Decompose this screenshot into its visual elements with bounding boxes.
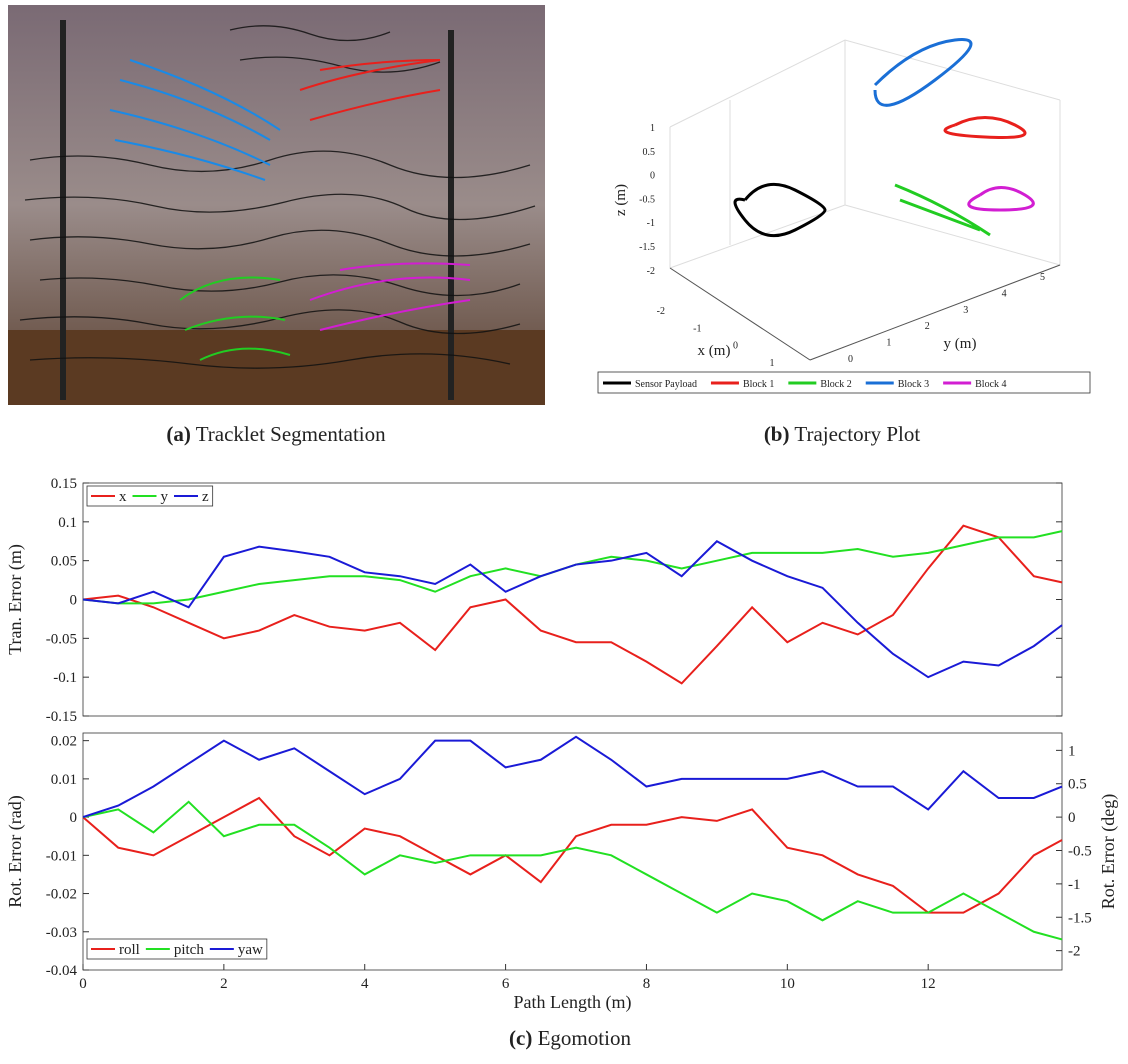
y-tick-label: 0.02 (51, 734, 77, 750)
series-line (82, 530, 1063, 605)
x-axis-label: Path Length (m) (514, 992, 632, 1013)
y-tick-label: 0.01 (51, 772, 77, 788)
legend-label: x (119, 489, 127, 505)
y-tick-label: 2 (925, 321, 930, 332)
y-tick-label: 0 (848, 354, 853, 365)
caption-label: (b) (764, 422, 790, 446)
trajectory-curves (733, 38, 1035, 238)
y-axis-label: Tran. Error (m) (5, 544, 26, 655)
legend: roll pitch yaw (86, 938, 268, 960)
y-tick-label: 5 (1040, 272, 1045, 283)
y2-tick-label: 0 (1068, 810, 1076, 826)
legend-label: Block 4 (975, 379, 1006, 390)
legend-label: roll (119, 942, 140, 958)
y2-tick-label: -0.5 (1068, 843, 1092, 859)
y-tick-label: -0.05 (46, 631, 77, 647)
legend-label: z (202, 489, 209, 505)
x-tick-label: -1 (693, 323, 701, 334)
tracklet-photo (8, 5, 545, 405)
y-tick-label: 0 (70, 810, 78, 826)
legend-label: Sensor Payload (635, 379, 697, 390)
svg-text:(a) Tracklet Segmentation: (a) Tracklet Segmentation (166, 422, 386, 446)
y-axis-label: Rot. Error (rad) (5, 795, 26, 907)
x-tick-label: 2 (220, 976, 228, 992)
axis-label: x (m) (698, 343, 731, 359)
y-tick-label: 0.15 (51, 476, 77, 492)
x-tick-label: 10 (780, 976, 795, 992)
axis-label: z (m) (613, 184, 629, 216)
y-tick-label: -0.04 (46, 963, 78, 979)
y-tick-label: 4 (1002, 288, 1007, 299)
caption-text: Trajectory Plot (794, 422, 920, 446)
legend: x y z (86, 485, 214, 507)
z-tick-label: -1.5 (639, 242, 655, 253)
y-tick-label: -0.03 (46, 925, 77, 941)
series-line (82, 540, 1063, 679)
legend-label: pitch (174, 942, 204, 958)
y2-tick-label: -2 (1068, 944, 1081, 960)
caption: (c) Egomotion (509, 1026, 631, 1050)
y2-tick-label: -1 (1068, 877, 1081, 893)
x-tick-label: 0 (733, 341, 738, 352)
legend-label: Block 3 (898, 379, 929, 390)
y-tick-label: -0.02 (46, 887, 77, 903)
legend-box (86, 938, 268, 960)
y-tick-label: 1 (886, 338, 891, 349)
trajectory-axes (669, 39, 1061, 361)
caption-text: Tracklet Segmentation (196, 422, 386, 446)
legend-label: y (161, 489, 169, 505)
z-tick-label: -1 (647, 218, 655, 229)
caption-label: (c) (509, 1026, 532, 1050)
x-tick-label: 12 (921, 976, 936, 992)
z-tick-label: -0.5 (639, 194, 655, 205)
z-tick-label: -2 (647, 266, 655, 277)
trajectory-legend: Sensor Payload Block 1 Block 2 Block 3 Block… (597, 371, 1091, 394)
y2-tick-label: 0.5 (1068, 777, 1087, 793)
legend-label: Block 1 (743, 379, 774, 390)
x-tick-label: 6 (502, 976, 510, 992)
caption: (b) Trajectory Plot (764, 422, 921, 446)
y2-tick-label: -1.5 (1068, 910, 1092, 926)
y-tick-label: 0.1 (58, 515, 77, 531)
svg-text:(b) Trajectory Plot: (b) Trajectory Plot (764, 422, 921, 446)
y2-tick-label: 1 (1068, 743, 1076, 759)
x-tick-label: 0 (79, 976, 87, 992)
plot-frame (82, 482, 1063, 717)
y-tick-label: -0.1 (53, 670, 77, 686)
series-line (82, 735, 1063, 819)
x-tick-label: 1 (770, 358, 775, 369)
x-tick-label: -2 (657, 306, 665, 317)
caption-label: (a) (166, 422, 191, 446)
svg-text:(c) Egomotion: (c) Egomotion (509, 1026, 631, 1050)
caption: (a) Tracklet Segmentation (166, 422, 386, 446)
series-line (82, 800, 1063, 941)
y2-axis-label: Rot. Error (deg) (1098, 794, 1119, 909)
z-tick-label: 1 (650, 123, 655, 134)
y-tick-label: -0.01 (46, 848, 77, 864)
z-tick-label: 0.5 (643, 147, 656, 158)
y-tick-label: 0.05 (51, 554, 77, 570)
x-tick-label: 8 (643, 976, 651, 992)
plot-frame (82, 732, 1063, 971)
series-line (82, 796, 1063, 914)
axis-label: y (m) (944, 336, 977, 352)
legend-label: yaw (238, 942, 263, 958)
legend-label: Block 2 (820, 379, 851, 390)
y-tick-label: 3 (963, 305, 968, 316)
y-tick-label: 0 (70, 593, 78, 609)
series-line (82, 524, 1063, 685)
y-tick-label: -0.15 (46, 709, 77, 725)
caption-text: Egomotion (538, 1026, 632, 1050)
z-tick-label: 0 (650, 171, 655, 182)
x-tick-label: 4 (361, 976, 369, 992)
